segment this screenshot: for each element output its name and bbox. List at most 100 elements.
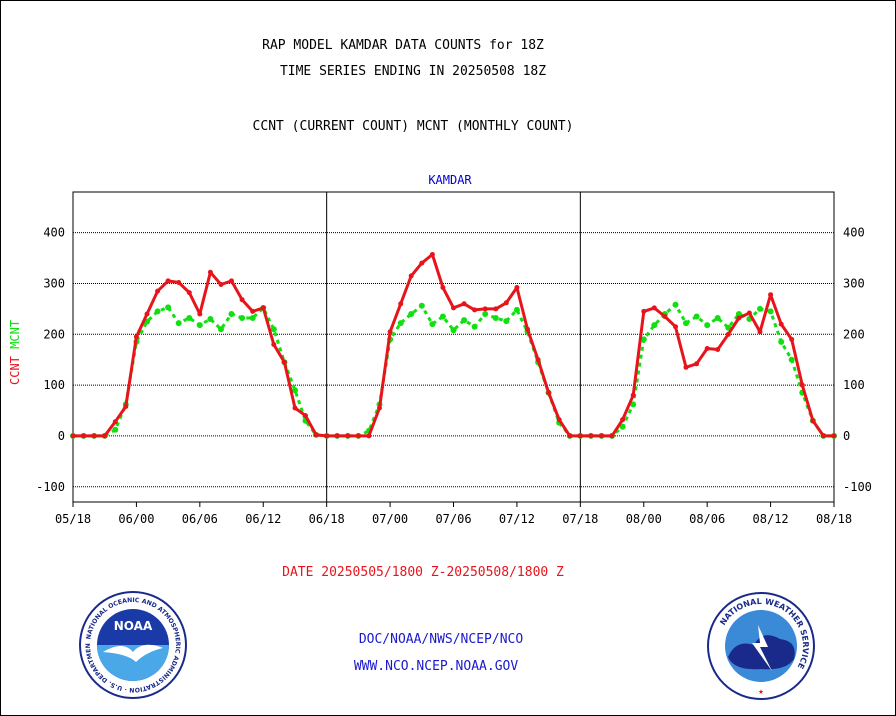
point-mcnt — [429, 321, 436, 328]
y-tick-label-left: 100 — [43, 378, 65, 392]
x-tick-label: 07/06 — [435, 512, 471, 526]
point-ccnt — [535, 357, 541, 363]
point-ccnt — [155, 288, 161, 294]
point-ccnt — [81, 433, 87, 439]
point-ccnt — [567, 433, 573, 439]
point-mcnt — [513, 306, 520, 313]
noaa-wordmark: NOAA — [114, 619, 153, 633]
point-mcnt — [725, 324, 732, 331]
point-ccnt — [408, 273, 414, 279]
point-mcnt — [397, 320, 404, 327]
point-ccnt — [345, 433, 351, 439]
point-ccnt — [112, 419, 118, 425]
chart-title: KAMDAR — [428, 173, 472, 187]
point-ccnt — [503, 300, 509, 306]
panel-dividers — [326, 192, 581, 502]
point-ccnt — [789, 336, 795, 342]
point-mcnt — [492, 315, 499, 321]
x-tick-label: 06/06 — [182, 512, 218, 526]
point-ccnt — [176, 280, 182, 285]
y-tick-label-left: 0 — [58, 429, 65, 443]
point-ccnt — [704, 346, 710, 351]
point-ccnt — [683, 364, 689, 370]
point-ccnt — [757, 329, 763, 335]
point-ccnt — [609, 433, 615, 439]
y-tick-label-left: 400 — [43, 226, 65, 240]
point-ccnt — [472, 307, 478, 313]
point-mcnt — [439, 313, 446, 320]
point-ccnt — [736, 315, 742, 321]
point-ccnt — [556, 417, 562, 423]
x-tick-label: 08/00 — [626, 512, 662, 526]
point-ccnt — [123, 404, 129, 409]
point-mcnt — [408, 311, 415, 317]
point-mcnt — [503, 318, 510, 325]
point-ccnt — [324, 433, 330, 439]
point-ccnt — [355, 433, 361, 439]
point-ccnt — [641, 308, 647, 314]
point-ccnt — [461, 301, 467, 307]
point-mcnt — [292, 387, 298, 394]
point-ccnt — [186, 290, 192, 296]
date-range: DATE 20250505/1800 Z-20250508/1800 Z — [282, 565, 564, 580]
point-ccnt — [662, 314, 668, 319]
point-ccnt — [429, 252, 435, 257]
x-tick-label: 08/06 — [689, 512, 725, 526]
svg-text:★: ★ — [758, 687, 764, 697]
point-mcnt — [651, 322, 658, 329]
y-tick-label-right: 100 — [843, 378, 865, 392]
y-tick-label-left: 300 — [43, 276, 65, 290]
series-line-mcnt — [73, 303, 834, 438]
grid-layer — [73, 232, 834, 488]
point-ccnt — [599, 433, 604, 439]
point-mcnt — [672, 301, 679, 308]
axes-layer: -100 -100 0 0 100 100 200 200 300 300 400 400 05/18 0… — [36, 191, 872, 526]
point-ccnt — [546, 390, 552, 396]
point-ccnt — [207, 269, 213, 275]
y-tick-label-left: -100 — [36, 480, 65, 494]
point-ccnt — [387, 329, 393, 335]
y-label-ccnt: CCNT — [8, 356, 22, 385]
point-mcnt — [735, 311, 742, 317]
point-mcnt — [757, 305, 763, 312]
point-mcnt — [112, 426, 119, 433]
point-ccnt — [831, 433, 837, 439]
point-ccnt — [768, 292, 774, 298]
series-line-ccnt — [73, 253, 834, 438]
y-tick-label-right: 300 — [843, 276, 865, 290]
point-ccnt — [651, 305, 657, 311]
header-line-3: CCNT (CURRENT COUNT) MCNT (MONTHLY COUNT… — [252, 119, 574, 134]
point-mcnt — [693, 313, 700, 320]
point-ccnt — [725, 331, 731, 337]
point-ccnt — [715, 347, 721, 352]
point-ccnt — [746, 310, 752, 316]
point-ccnt — [281, 359, 287, 365]
point-mcnt — [471, 323, 478, 330]
point-mcnt — [714, 315, 721, 321]
point-ccnt — [313, 432, 319, 438]
point-ccnt — [144, 311, 150, 317]
point-mcnt — [207, 316, 214, 322]
y-axis-label: CCNT MCNT — [8, 320, 22, 385]
point-mcnt — [165, 304, 172, 311]
point-ccnt — [334, 433, 340, 439]
x-tick-label: 06/18 — [309, 512, 345, 526]
org-link[interactable]: DOC/NOAA/NWS/NCEP/NCO — [358, 632, 524, 647]
point-ccnt — [271, 342, 277, 347]
y-tick-label-right: 400 — [843, 226, 865, 240]
point-ccnt — [303, 413, 308, 419]
point-ccnt — [165, 278, 171, 284]
point-ccnt — [239, 297, 245, 303]
point-ccnt — [366, 433, 372, 439]
point-mcnt — [270, 326, 277, 333]
x-tick-label: 08/12 — [753, 512, 789, 526]
point-mcnt — [767, 308, 774, 315]
x-tick-label: 06/00 — [118, 512, 154, 526]
website-link[interactable]: WWW.NCO.NCEP.NOAA.GOV — [353, 659, 519, 674]
point-ccnt — [91, 433, 97, 439]
y-tick-label-left: 200 — [43, 327, 65, 341]
point-ccnt — [398, 301, 404, 307]
point-ccnt — [588, 433, 594, 439]
point-mcnt — [218, 326, 224, 333]
point-ccnt — [197, 311, 203, 317]
